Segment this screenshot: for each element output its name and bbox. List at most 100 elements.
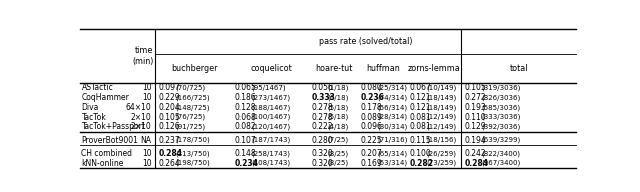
Text: 0.107: 0.107	[235, 136, 257, 145]
Text: 64×10: 64×10	[125, 103, 152, 112]
Text: TacTok+Passport: TacTok+Passport	[81, 122, 145, 131]
Text: (12/149): (12/149)	[426, 124, 456, 130]
Text: total: total	[510, 64, 529, 73]
Text: Diva: Diva	[81, 103, 99, 112]
Text: 0.320: 0.320	[311, 149, 333, 158]
Text: (392/3036): (392/3036)	[481, 124, 520, 130]
Text: 0.121: 0.121	[410, 103, 431, 112]
Text: (258/1743): (258/1743)	[252, 150, 291, 156]
Text: 0.284: 0.284	[159, 149, 183, 158]
Text: (10/149): (10/149)	[426, 84, 456, 91]
Text: (8/25): (8/25)	[328, 160, 349, 166]
Text: (187/1743): (187/1743)	[252, 137, 291, 143]
Text: (8/25): (8/25)	[328, 150, 349, 156]
Text: (6/18): (6/18)	[328, 94, 349, 101]
Text: (73/259): (73/259)	[426, 160, 456, 166]
Text: 0.225: 0.225	[361, 136, 382, 145]
Text: 0.082: 0.082	[235, 122, 257, 131]
Text: 0.222: 0.222	[311, 122, 333, 131]
Text: (1/18): (1/18)	[328, 84, 349, 91]
Text: (967/3400): (967/3400)	[481, 160, 520, 166]
Text: buchberger: buchberger	[172, 64, 218, 73]
Text: 0.056: 0.056	[311, 83, 333, 92]
Text: (76/725): (76/725)	[175, 114, 205, 120]
Text: (273/1467): (273/1467)	[252, 94, 291, 101]
Text: (7/25): (7/25)	[328, 137, 349, 143]
Text: (148/725): (148/725)	[175, 104, 210, 111]
Text: pass rate (solved/total): pass rate (solved/total)	[319, 37, 412, 46]
Text: TacTok: TacTok	[81, 113, 106, 122]
Text: (826/3036): (826/3036)	[481, 94, 520, 101]
Text: 0.148: 0.148	[235, 149, 257, 158]
Text: 10: 10	[142, 83, 152, 92]
Text: huffman: huffman	[366, 64, 400, 73]
Text: (25/314): (25/314)	[378, 84, 408, 91]
Text: 0.194: 0.194	[465, 136, 486, 145]
Text: (5/18): (5/18)	[328, 114, 349, 120]
Text: (120/1467): (120/1467)	[252, 124, 291, 130]
Text: (18/149): (18/149)	[426, 94, 456, 101]
Text: 0.121: 0.121	[410, 93, 431, 102]
Text: (95/1467): (95/1467)	[252, 84, 286, 91]
Text: 0.278: 0.278	[311, 113, 333, 122]
Text: (18/156): (18/156)	[426, 137, 456, 143]
Text: 2×10: 2×10	[131, 113, 152, 122]
Text: (585/3036): (585/3036)	[481, 104, 520, 111]
Text: 0.081: 0.081	[410, 113, 431, 122]
Text: hoare-tut: hoare-tut	[316, 64, 353, 73]
Text: 0.282: 0.282	[410, 159, 433, 168]
Text: (70/725): (70/725)	[175, 84, 205, 91]
Text: 0.242: 0.242	[465, 149, 486, 158]
Text: 0.067: 0.067	[410, 83, 431, 92]
Text: 0.236: 0.236	[361, 93, 385, 102]
Text: 0.229: 0.229	[159, 93, 180, 102]
Text: (12/149): (12/149)	[426, 114, 456, 120]
Text: 0.126: 0.126	[159, 122, 180, 131]
Text: 0.068: 0.068	[235, 113, 257, 122]
Text: 0.204: 0.204	[159, 103, 180, 112]
Text: (18/149): (18/149)	[426, 104, 456, 111]
Text: 0.186: 0.186	[235, 93, 257, 102]
Text: 0.129: 0.129	[465, 122, 486, 131]
Text: 0.089: 0.089	[361, 113, 383, 122]
Text: (639/3299): (639/3299)	[481, 137, 520, 143]
Text: 0.178: 0.178	[361, 103, 382, 112]
Text: (822/3400): (822/3400)	[481, 150, 520, 156]
Text: 0.065: 0.065	[235, 83, 257, 92]
Text: 0.320: 0.320	[311, 159, 333, 168]
Text: (178/750): (178/750)	[175, 137, 211, 143]
Text: 0.207: 0.207	[361, 149, 383, 158]
Text: 0.193: 0.193	[465, 103, 486, 112]
Text: 0.128: 0.128	[235, 103, 256, 112]
Text: (213/750): (213/750)	[175, 150, 210, 156]
Text: 0.234: 0.234	[235, 159, 259, 168]
Text: 0.100: 0.100	[410, 149, 431, 158]
Text: 0.097: 0.097	[159, 83, 180, 92]
Text: (166/725): (166/725)	[175, 94, 210, 101]
Text: CoqHammer: CoqHammer	[81, 93, 129, 102]
Text: coquelicot: coquelicot	[250, 64, 292, 73]
Text: ASTactic: ASTactic	[81, 83, 113, 92]
Text: kNN-online: kNN-online	[81, 159, 124, 168]
Text: 0.264: 0.264	[159, 159, 180, 168]
Text: 0.278: 0.278	[311, 103, 333, 112]
Text: (188/1467): (188/1467)	[252, 104, 291, 111]
Text: zorns-lemma: zorns-lemma	[408, 64, 461, 73]
Text: 0.237: 0.237	[159, 136, 180, 145]
Text: (71/316): (71/316)	[378, 137, 408, 143]
Text: 0.272: 0.272	[465, 93, 486, 102]
Text: 0.115: 0.115	[410, 136, 431, 145]
Text: 0.169: 0.169	[361, 159, 383, 168]
Text: (4/18): (4/18)	[328, 124, 349, 130]
Text: 10: 10	[142, 93, 152, 102]
Text: 0.105: 0.105	[159, 113, 180, 122]
Text: 0.333: 0.333	[311, 93, 335, 102]
Text: (91/725): (91/725)	[175, 124, 205, 130]
Text: (56/314): (56/314)	[378, 104, 408, 111]
Text: 0.096: 0.096	[361, 122, 383, 131]
Text: (100/1467): (100/1467)	[252, 114, 291, 120]
Text: time
(min): time (min)	[132, 46, 154, 66]
Text: 0.280: 0.280	[311, 136, 333, 145]
Text: 10: 10	[142, 159, 152, 168]
Text: (319/3036): (319/3036)	[481, 84, 520, 91]
